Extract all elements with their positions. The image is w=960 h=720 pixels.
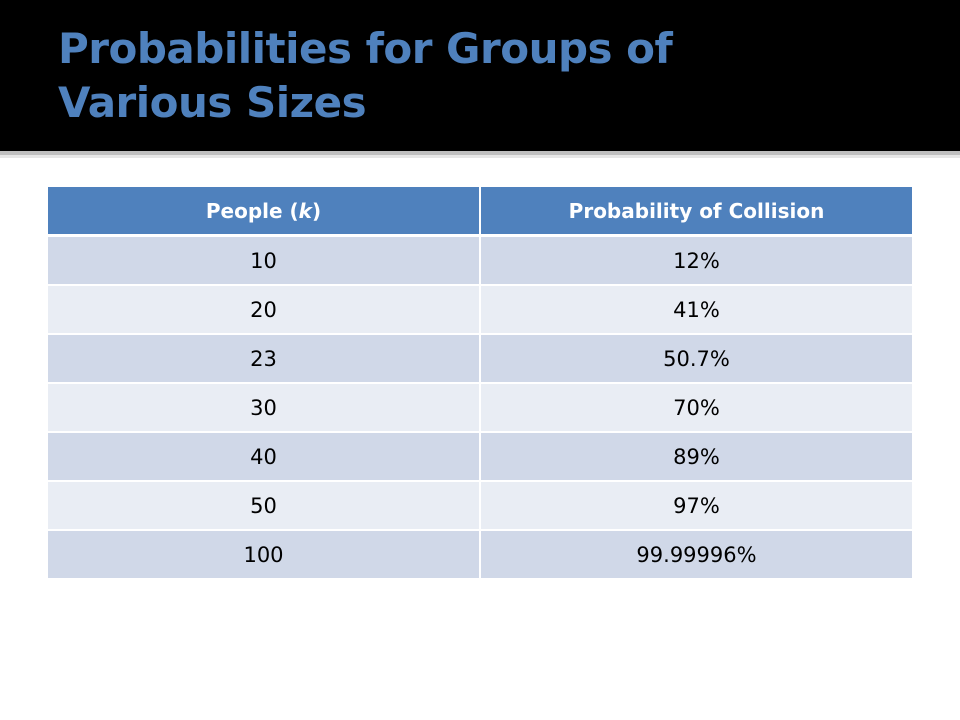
slide-title: Probabilities for Groups of Various Size… bbox=[58, 22, 938, 130]
header-people-variable: k bbox=[298, 198, 312, 223]
slide-title-line-1: Probabilities for Groups of bbox=[58, 24, 673, 73]
cell-people: 20 bbox=[48, 285, 481, 335]
cell-probability: 99.99996% bbox=[480, 530, 912, 580]
cell-people: 10 bbox=[48, 235, 481, 286]
header-people: People (k) bbox=[48, 187, 481, 237]
slide-title-line-2: Various Sizes bbox=[58, 78, 367, 127]
cell-probability: 41% bbox=[480, 285, 912, 335]
probability-table: People (k) Probability of Collision 10 12… bbox=[48, 187, 912, 580]
table-row: 10 12% bbox=[48, 235, 912, 286]
cell-people: 50 bbox=[48, 481, 481, 531]
table-header-row: People (k) Probability of Collision bbox=[48, 187, 912, 237]
table-row: 20 41% bbox=[48, 285, 912, 335]
header-people-prefix: People ( bbox=[205, 198, 299, 223]
cell-people: 23 bbox=[48, 334, 481, 384]
cell-probability: 70% bbox=[480, 383, 912, 433]
header-people-suffix: ) bbox=[311, 198, 322, 223]
cell-people: 30 bbox=[48, 383, 481, 433]
cell-probability: 97% bbox=[480, 481, 912, 531]
title-divider-shadow bbox=[0, 155, 960, 158]
table-row: 50 97% bbox=[48, 481, 912, 531]
title-divider bbox=[0, 151, 960, 155]
cell-probability: 89% bbox=[480, 432, 912, 482]
cell-people: 40 bbox=[48, 432, 481, 482]
table-row: 40 89% bbox=[48, 432, 912, 482]
header-probability: Probability of Collision bbox=[480, 187, 912, 237]
cell-people: 100 bbox=[48, 530, 481, 580]
table-row: 30 70% bbox=[48, 383, 912, 433]
table-row: 23 50.7% bbox=[48, 334, 912, 384]
cell-probability: 50.7% bbox=[480, 334, 912, 384]
table-row: 100 99.99996% bbox=[48, 530, 912, 580]
title-band: Probabilities for Groups of Various Size… bbox=[0, 0, 960, 151]
table-body: 10 12% 20 41% 23 50.7% 30 70% 40 89% 50 97% 100 99.99… bbox=[48, 235, 912, 580]
cell-probability: 12% bbox=[480, 235, 912, 286]
